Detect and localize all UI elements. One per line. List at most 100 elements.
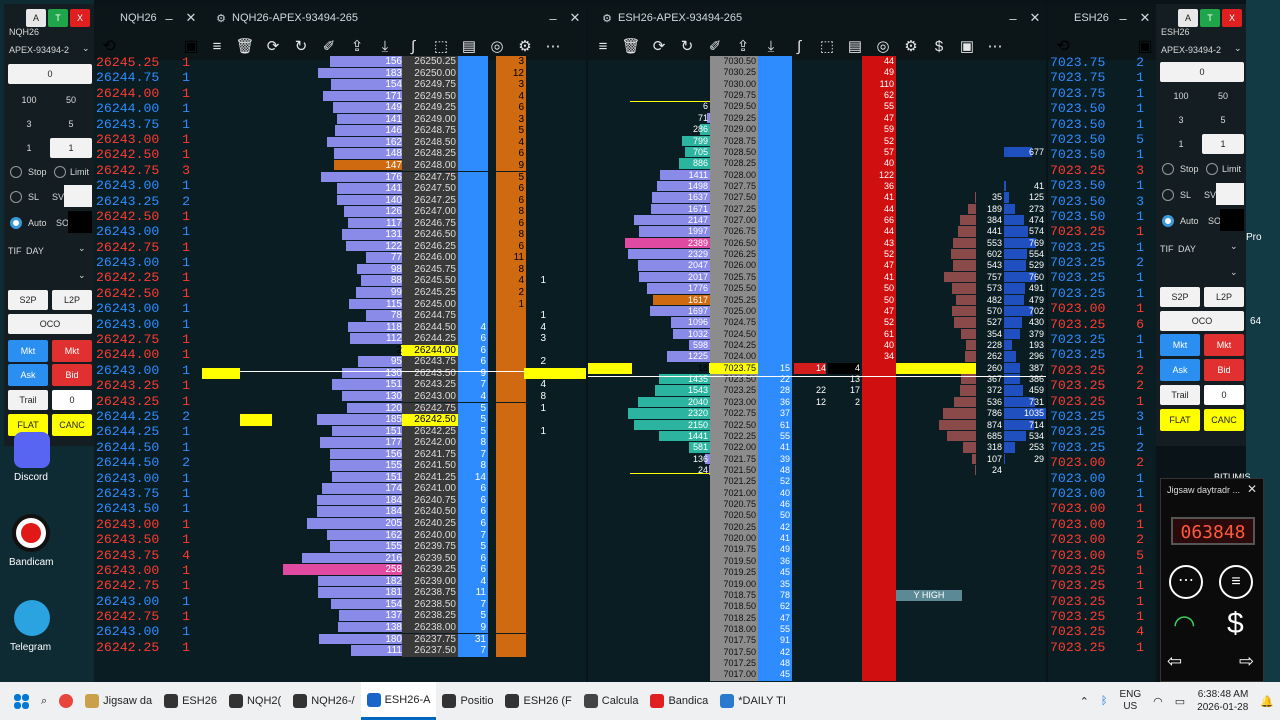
ask-cell[interactable]: 61 <box>862 328 896 340</box>
link-icon[interactable]: ∫ <box>796 37 802 55</box>
price-cell[interactable]: 26240.75 <box>402 494 458 507</box>
price-cell[interactable]: 7030.25 <box>710 67 758 79</box>
stop-radio[interactable] <box>10 166 22 178</box>
price-cell[interactable]: 7018.75 <box>710 589 758 602</box>
price-cell[interactable]: 26237.50 <box>402 645 458 657</box>
price-cell[interactable]: 7019.50 <box>710 555 758 568</box>
taskbar-app[interactable]: ESH26 (F <box>499 682 577 720</box>
bid-cell[interactable]: 91 <box>758 635 792 647</box>
bid-cell[interactable] <box>458 90 488 103</box>
auto-radio[interactable] <box>1162 215 1174 227</box>
ask-cell[interactable] <box>496 483 526 495</box>
bid-cell[interactable] <box>758 101 792 113</box>
qty-preset-100[interactable]: 100 <box>1173 91 1189 101</box>
qty-preset-50[interactable]: 50 <box>65 95 76 105</box>
ask-cell[interactable] <box>862 578 896 590</box>
price-cell[interactable]: 26237.75 <box>402 633 458 646</box>
a-button[interactable]: A <box>26 9 46 27</box>
price-cell[interactable]: 26245.00 <box>402 298 458 311</box>
price-cell[interactable]: 26247.50 <box>402 183 458 195</box>
ask-button[interactable]: Ask <box>1160 359 1200 381</box>
flat-button[interactable]: FLAT <box>1160 409 1200 431</box>
arrow-right-icon[interactable]: ⇨ <box>1239 651 1255 671</box>
discord-icon[interactable] <box>14 432 50 468</box>
price-cell[interactable]: 7024.25 <box>710 340 758 352</box>
chevron-down-icon[interactable]: ⌄ <box>1230 267 1238 277</box>
taskbar-app[interactable]: NQH26-/ <box>287 682 360 720</box>
price-cell[interactable]: 26241.00 <box>402 483 458 495</box>
ask-cell[interactable]: 49 <box>862 67 896 79</box>
bandicam-label[interactable]: Bandicam <box>9 557 54 568</box>
refresh-icon[interactable]: ⟳ <box>266 38 280 55</box>
bid-cell[interactable]: 31 <box>458 633 488 646</box>
ask-cell[interactable]: 41 <box>862 271 896 284</box>
bid-cell[interactable]: 4 <box>458 390 488 403</box>
price-cell[interactable]: 26244.25 <box>402 333 458 345</box>
price-cell[interactable]: 26248.00 <box>402 159 458 172</box>
bid-cell[interactable]: 6 <box>458 564 488 576</box>
qty-preset-1a[interactable]: 1 <box>26 143 32 153</box>
ask-cell[interactable]: 55 <box>862 101 896 113</box>
bid-cell[interactable]: 9 <box>458 621 488 634</box>
price-cell[interactable]: 26240.50 <box>402 506 458 518</box>
chevron-down-icon[interactable]: ⌄ <box>1230 241 1238 251</box>
close-button[interactable]: ✕ <box>1139 10 1151 25</box>
sv-field[interactable] <box>64 185 92 207</box>
price-cell[interactable]: 7028.75 <box>710 135 758 147</box>
auto-radio[interactable] <box>10 217 22 229</box>
bid-cell[interactable]: 35 <box>758 578 792 590</box>
bid-cell[interactable]: 7 <box>458 645 488 657</box>
t-button[interactable]: T <box>48 9 68 27</box>
ask-cell[interactable] <box>496 506 526 518</box>
price-cell[interactable]: 26239.00 <box>402 575 458 588</box>
s2p-button[interactable]: S2P <box>8 290 48 310</box>
bid-cell[interactable]: 6 <box>458 518 488 530</box>
bid-cell[interactable]: 42 <box>758 521 792 534</box>
price-cell[interactable]: 7017.75 <box>710 635 758 647</box>
arrow-left-icon[interactable]: ⇦ <box>1167 651 1183 671</box>
bid-cell[interactable] <box>758 283 792 295</box>
bid-cell[interactable] <box>758 340 792 352</box>
ask-cell[interactable] <box>496 633 526 646</box>
ask-cell[interactable] <box>862 544 896 556</box>
ask-cell[interactable]: 4 <box>496 275 526 287</box>
price-cell[interactable]: 26246.25 <box>402 240 458 253</box>
price-cell[interactable]: 26239.50 <box>402 552 458 565</box>
price-cell[interactable]: 26243.00 <box>402 390 458 403</box>
ask-cell[interactable]: 3 <box>496 56 526 68</box>
wifi-icon[interactable]: ◠ <box>1153 695 1163 708</box>
link-icon[interactable]: ⟲ <box>102 38 116 55</box>
minimize-button[interactable]: – <box>549 10 557 26</box>
ask-cell[interactable] <box>862 430 896 443</box>
ask-cell[interactable] <box>496 425 526 438</box>
taskbar-app[interactable]: Jigsaw da <box>79 682 158 720</box>
price-cell[interactable]: 7029.50 <box>710 101 758 113</box>
ask-cell[interactable]: 110 <box>862 78 896 91</box>
price-cell[interactable]: 26244.75 <box>402 310 458 322</box>
price-cell[interactable]: 7021.00 <box>710 487 758 500</box>
t-button[interactable]: T <box>1200 9 1220 27</box>
bid-cell[interactable] <box>758 260 792 272</box>
ask-cell[interactable] <box>496 471 526 484</box>
bid-button[interactable]: Bid <box>52 364 92 386</box>
bid-cell[interactable] <box>458 217 488 230</box>
price-cell[interactable]: 26248.75 <box>402 125 458 137</box>
ask-cell[interactable]: 62 <box>862 90 896 102</box>
ask-cell[interactable]: 11 <box>496 252 526 264</box>
price-cell[interactable]: 26244.00 <box>402 344 458 357</box>
ask-cell[interactable] <box>496 610 526 622</box>
price-cell[interactable]: 7019.75 <box>710 544 758 556</box>
price-cell[interactable]: 7025.50 <box>710 283 758 295</box>
ask-cell[interactable] <box>496 448 526 461</box>
bid-cell[interactable]: 55 <box>758 430 792 443</box>
bid-cell[interactable]: 22 <box>758 374 792 386</box>
price-cell[interactable]: 7018.25 <box>710 612 758 624</box>
bid-cell[interactable] <box>458 194 488 207</box>
bid-cell[interactable]: 5 <box>458 414 488 426</box>
price-cell[interactable]: 7019.25 <box>710 567 758 579</box>
link-icon[interactable]: ∫ <box>410 37 416 55</box>
ask-cell[interactable] <box>862 442 896 454</box>
ask-cell[interactable]: 44 <box>862 56 896 68</box>
ask-cell[interactable] <box>496 518 526 530</box>
bid-cell[interactable]: 61 <box>758 419 792 431</box>
